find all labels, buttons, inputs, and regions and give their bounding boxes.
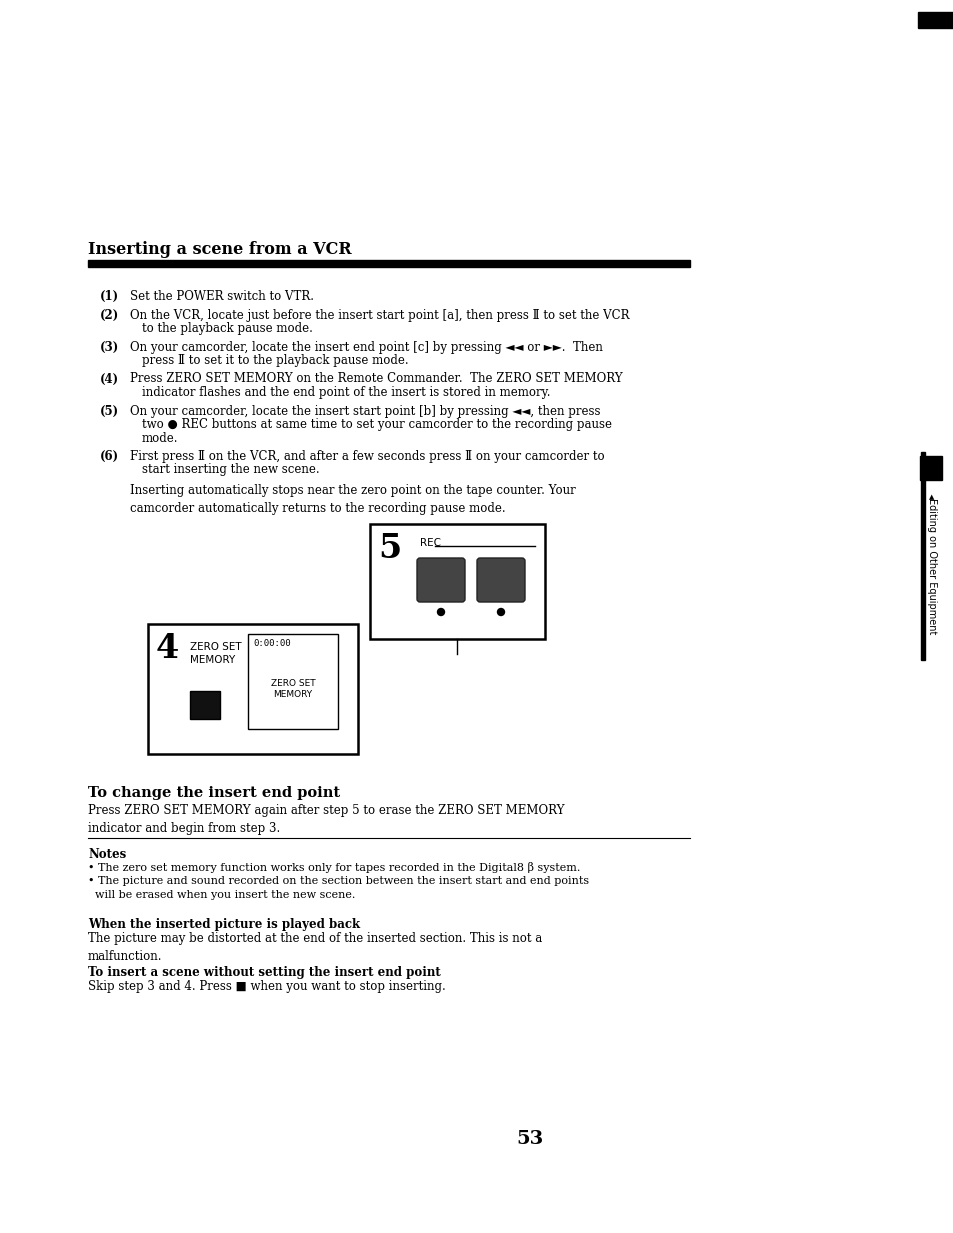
Bar bbox=[190, 690, 220, 719]
Bar bbox=[248, 634, 337, 729]
Text: On your camcorder, locate the insert start point [b] by pressing ◄◄, then press: On your camcorder, locate the insert sta… bbox=[130, 404, 599, 418]
Text: to the playback pause mode.: to the playback pause mode. bbox=[142, 322, 313, 335]
Text: • The picture and sound recorded on the section between the insert start and end: • The picture and sound recorded on the … bbox=[88, 875, 589, 900]
Bar bbox=[919, 456, 941, 480]
Text: (1): (1) bbox=[100, 290, 119, 303]
Text: 5: 5 bbox=[377, 531, 401, 565]
Text: On the VCR, locate just before the insert start point [a], then press Ⅱ to set t: On the VCR, locate just before the inser… bbox=[130, 308, 629, 322]
Text: 0:00:00: 0:00:00 bbox=[253, 639, 291, 649]
Text: • The zero set memory function works only for tapes recorded in the Digital8 β s: • The zero set memory function works onl… bbox=[88, 862, 579, 873]
Bar bbox=[88, 260, 689, 268]
Bar bbox=[148, 624, 357, 755]
Text: ZERO SET
MEMORY: ZERO SET MEMORY bbox=[271, 679, 315, 699]
Text: start inserting the new scene.: start inserting the new scene. bbox=[142, 464, 319, 476]
Text: REC: REC bbox=[419, 538, 440, 547]
Text: ZERO SET
MEMORY: ZERO SET MEMORY bbox=[190, 642, 241, 665]
Text: (3): (3) bbox=[100, 340, 119, 354]
Text: mode.: mode. bbox=[142, 432, 178, 445]
Text: Press ZERO SET MEMORY on the Remote Commander.  The ZERO SET MEMORY: Press ZERO SET MEMORY on the Remote Comm… bbox=[130, 372, 622, 386]
Bar bbox=[370, 524, 544, 639]
FancyBboxPatch shape bbox=[476, 559, 524, 602]
FancyBboxPatch shape bbox=[416, 559, 464, 602]
Text: (2): (2) bbox=[100, 308, 119, 322]
Bar bbox=[920, 453, 924, 660]
Text: Inserting a scene from a VCR: Inserting a scene from a VCR bbox=[88, 240, 352, 258]
Text: On your camcorder, locate the insert end point [c] by pressing ◄◄ or ►►.  Then: On your camcorder, locate the insert end… bbox=[130, 340, 602, 354]
Text: Press ZERO SET MEMORY again after step 5 to erase the ZERO SET MEMORY
indicator : Press ZERO SET MEMORY again after step 5… bbox=[88, 804, 564, 835]
Text: Skip step 3 and 4. Press ■ when you want to stop inserting.: Skip step 3 and 4. Press ■ when you want… bbox=[88, 980, 445, 993]
Text: First press Ⅱ on the VCR, and after a few seconds press Ⅱ on your camcorder to: First press Ⅱ on the VCR, and after a fe… bbox=[130, 450, 604, 464]
Bar bbox=[917, 12, 953, 28]
Circle shape bbox=[437, 609, 444, 615]
Circle shape bbox=[497, 609, 504, 615]
Text: Editing on Other Equipment: Editing on Other Equipment bbox=[926, 498, 936, 634]
Text: The picture may be distorted at the end of the inserted section. This is not a
m: The picture may be distorted at the end … bbox=[88, 932, 541, 963]
Text: 4: 4 bbox=[156, 633, 179, 665]
Text: press Ⅱ to set it to the playback pause mode.: press Ⅱ to set it to the playback pause … bbox=[142, 354, 408, 367]
Text: When the inserted picture is played back: When the inserted picture is played back bbox=[88, 919, 359, 931]
Text: 53: 53 bbox=[516, 1129, 543, 1148]
Text: (4): (4) bbox=[100, 372, 119, 386]
Text: indicator flashes and the end point of the insert is stored in memory.: indicator flashes and the end point of t… bbox=[142, 386, 550, 399]
Text: (5): (5) bbox=[100, 404, 119, 418]
Text: (6): (6) bbox=[100, 450, 119, 464]
Text: Notes: Notes bbox=[88, 848, 126, 861]
Text: ▲: ▲ bbox=[928, 494, 934, 501]
Text: To insert a scene without setting the insert end point: To insert a scene without setting the in… bbox=[88, 965, 440, 979]
Text: Set the POWER switch to VTR.: Set the POWER switch to VTR. bbox=[130, 290, 314, 303]
Text: To change the insert end point: To change the insert end point bbox=[88, 785, 340, 800]
Text: Inserting automatically stops near the zero point on the tape counter. Your
camc: Inserting automatically stops near the z… bbox=[130, 485, 576, 515]
Text: two ● REC buttons at same time to set your camcorder to the recording pause: two ● REC buttons at same time to set yo… bbox=[142, 418, 612, 432]
